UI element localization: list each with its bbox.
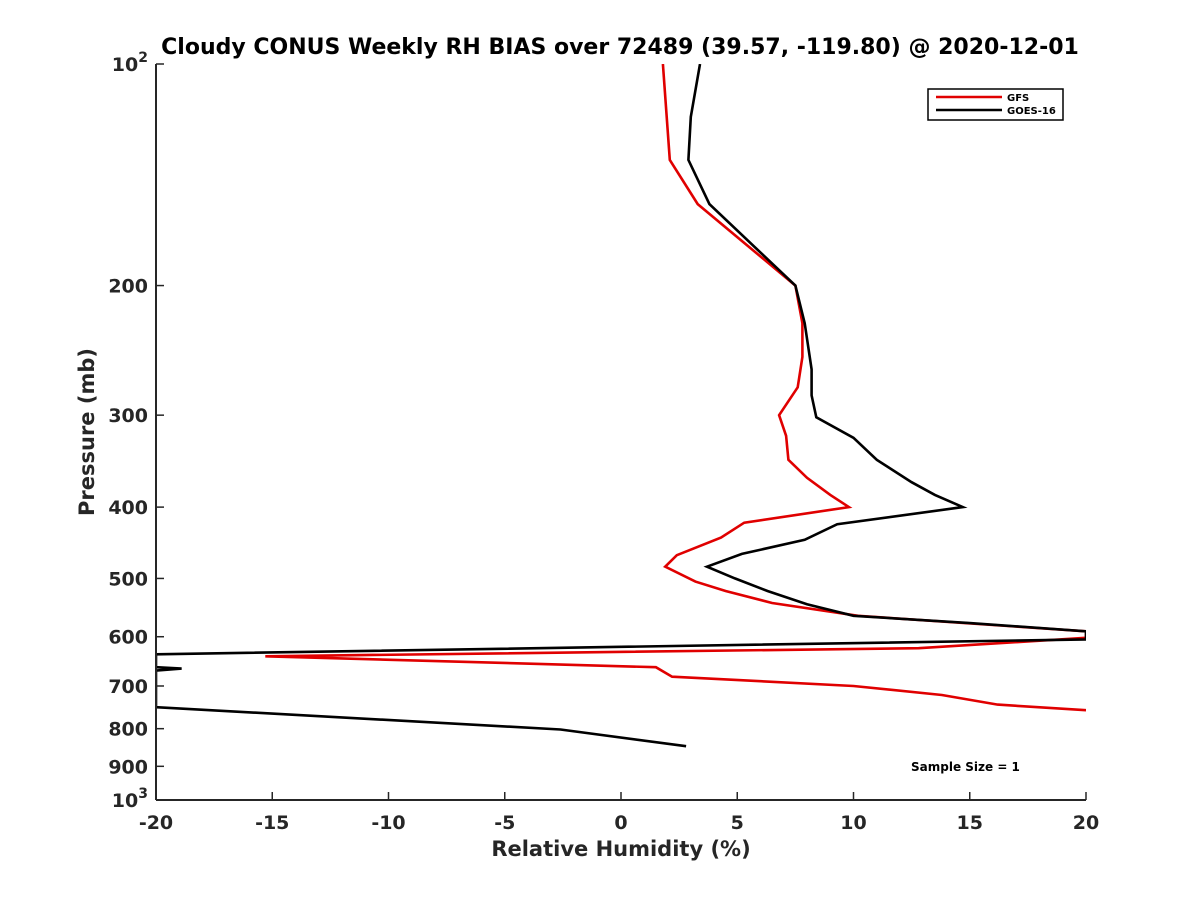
x-tick-label: 0: [614, 812, 627, 834]
y-ticks: 102 200 300 400 500 600 700 800 900 103: [108, 50, 164, 812]
x-axis-label: Relative Humidity (%): [491, 837, 750, 861]
x-tick-label: 20: [1073, 812, 1099, 834]
x-tick-label: -20: [139, 812, 173, 834]
y-tick-label: 102: [112, 50, 148, 76]
legend-label-gfs: GFS: [1007, 93, 1029, 104]
y-tick-label: 300: [108, 405, 148, 427]
series-line-goes-16: [156, 64, 1086, 748]
x-tick-label: -5: [494, 812, 515, 834]
chart-title: Cloudy CONUS Weekly RH BIAS over 72489 (…: [161, 35, 1079, 60]
y-tick-label: 400: [108, 497, 148, 519]
x-tick-label: 5: [731, 812, 744, 834]
legend: GFS GOES-16: [927, 88, 1064, 121]
x-ticks: -20 -15 -10 -5 0 5 10 15 20: [139, 792, 1099, 834]
legend-label-goes16: GOES-16: [1007, 106, 1056, 117]
x-tick-label: -15: [255, 812, 289, 834]
y-tick-label: 600: [108, 627, 148, 649]
y-tick-label: 200: [108, 276, 148, 298]
series-line-gfs: [265, 64, 1086, 712]
x-tick-label: 10: [840, 812, 866, 834]
y-tick-label: 500: [108, 568, 148, 590]
x-tick-label: 15: [957, 812, 983, 834]
y-axis-label: Pressure (mb): [75, 348, 99, 516]
y-tick-label: 103: [112, 786, 148, 812]
y-tick-label: 900: [108, 756, 148, 778]
x-tick-label: -10: [371, 812, 405, 834]
plot-area: [156, 64, 1086, 800]
y-tick-label: 700: [108, 676, 148, 698]
sample-size-annotation: Sample Size = 1: [911, 760, 1020, 774]
y-tick-label: 800: [108, 719, 148, 741]
legend-box: [927, 88, 1064, 121]
series-layer: [156, 64, 1086, 748]
